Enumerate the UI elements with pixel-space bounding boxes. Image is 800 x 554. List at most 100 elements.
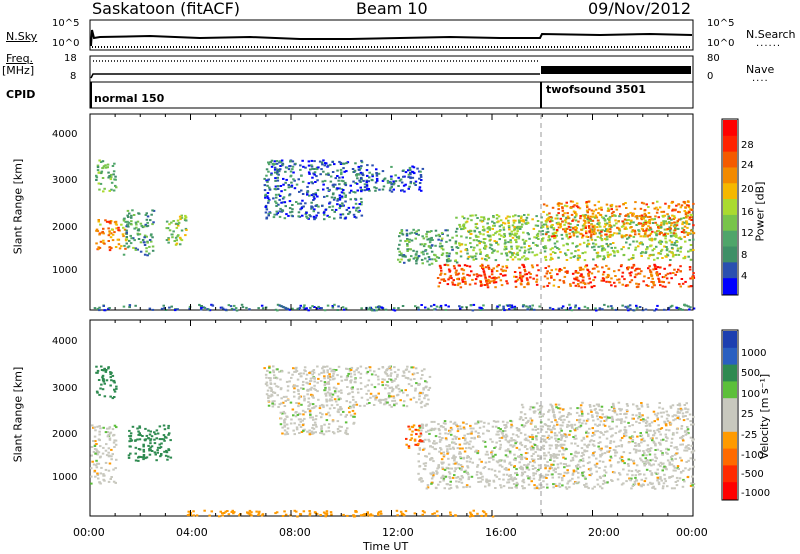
velocity-plot-cell bbox=[447, 432, 450, 435]
velocity-plot-cell bbox=[460, 481, 464, 484]
velocity-plot-cell bbox=[270, 388, 273, 391]
power-plot-cell bbox=[522, 255, 526, 258]
power-plot-cell bbox=[459, 255, 463, 258]
velocity-plot-cell bbox=[600, 447, 603, 450]
power-plot-cell bbox=[357, 206, 360, 209]
velocity-plot-cell bbox=[609, 428, 612, 431]
velocity-plot-cell bbox=[645, 468, 649, 471]
power-plot-cell bbox=[664, 285, 667, 288]
velocity-plot-cell bbox=[681, 438, 684, 441]
power-plot-cell bbox=[313, 173, 316, 176]
velocity-plot-cell bbox=[555, 485, 558, 487]
velocity-plot-cell bbox=[559, 443, 563, 446]
velocity-plot-cell bbox=[165, 449, 168, 452]
velocity-plot-cell bbox=[554, 444, 558, 446]
power-plot-cell bbox=[597, 223, 601, 226]
velocity-plot-cell bbox=[297, 390, 300, 392]
power-plot-cell bbox=[273, 168, 277, 171]
power-plot-cell bbox=[551, 235, 554, 238]
power-plot-cell bbox=[278, 198, 281, 201]
velocity-plot-cell bbox=[311, 416, 314, 419]
power-plot-cell bbox=[678, 308, 682, 311]
power-plot-cell bbox=[288, 193, 292, 196]
power-plot-cell bbox=[541, 225, 545, 228]
power-plot-cell bbox=[162, 304, 165, 307]
power-plot-cell bbox=[448, 276, 452, 279]
power-plot-cell bbox=[507, 226, 511, 229]
power-plot-cell bbox=[306, 193, 309, 196]
power-plot-cell bbox=[532, 241, 535, 244]
power-plot-cell bbox=[574, 271, 577, 274]
power-plot-cell bbox=[295, 183, 299, 186]
power-plot-cell bbox=[534, 224, 538, 227]
power-plot-cell bbox=[509, 239, 512, 242]
power-plot-cell bbox=[316, 307, 319, 310]
power-plot-cell bbox=[535, 283, 539, 286]
velocity-plot-cell bbox=[513, 476, 516, 479]
power-plot-cell bbox=[551, 308, 555, 311]
power-plot-cell bbox=[299, 164, 302, 167]
power-plot-cell bbox=[280, 305, 284, 308]
power-plot-cell bbox=[381, 306, 384, 309]
power-plot-cell bbox=[590, 238, 594, 241]
velocity-plot-cell bbox=[459, 464, 463, 466]
power-plot-cell bbox=[666, 228, 669, 230]
power-plot-cell bbox=[655, 211, 659, 214]
power-plot-cell bbox=[393, 182, 396, 185]
power-plot-cell bbox=[473, 246, 476, 249]
velocity-plot-cell bbox=[98, 425, 101, 428]
velocity-plot-cell bbox=[459, 467, 462, 470]
power-plot-cell bbox=[668, 239, 672, 242]
power-plot-cell bbox=[565, 235, 569, 238]
velocity-plot-cell bbox=[272, 391, 275, 394]
velocity-plot-cell bbox=[406, 365, 409, 368]
velocity-plot-cell bbox=[552, 486, 555, 489]
power-plot-cell bbox=[338, 183, 341, 186]
velocity-plot-cell bbox=[418, 465, 421, 468]
power-plot-cell bbox=[642, 230, 645, 232]
velocity-plot-cell bbox=[345, 378, 348, 381]
velocity-plot-cell bbox=[396, 384, 400, 387]
velocity-plot-cell bbox=[451, 441, 454, 444]
power-plot-cell bbox=[506, 258, 509, 261]
power-plot-cell bbox=[122, 253, 126, 256]
velocity-plot-cell bbox=[688, 448, 691, 450]
power-plot-cell bbox=[515, 232, 519, 235]
power-plot-cell bbox=[520, 280, 524, 283]
power-plot-cell bbox=[615, 208, 619, 211]
velocity-plot-cell bbox=[148, 453, 152, 456]
power-plot-cell bbox=[645, 229, 648, 232]
velocity-plot-cell bbox=[353, 381, 357, 384]
velocity-plot-cell bbox=[357, 371, 360, 374]
power-panel bbox=[89, 113, 739, 312]
power-plot-cell bbox=[596, 256, 599, 259]
power-plot-cell bbox=[688, 223, 691, 226]
power-plot-cell bbox=[143, 236, 146, 239]
power-plot-cell bbox=[569, 222, 572, 225]
power-plot-cell bbox=[571, 200, 575, 203]
velocity-plot-cell bbox=[94, 464, 98, 467]
velocity-plot-cell bbox=[286, 415, 289, 418]
power-plot-cell bbox=[499, 219, 503, 222]
power-plot-cell bbox=[312, 199, 315, 201]
power-plot-cell bbox=[492, 216, 495, 219]
power-plot-cell bbox=[529, 276, 532, 279]
power-plot-cell bbox=[440, 254, 444, 256]
power-plot-cell bbox=[562, 280, 565, 283]
power-plot-cell bbox=[445, 240, 448, 243]
power-plot-cell bbox=[618, 281, 621, 284]
velocity-plot-cell bbox=[310, 430, 314, 433]
velocity-plot-cell bbox=[298, 396, 301, 398]
power-plot-cell bbox=[412, 257, 416, 260]
velocity-plot-cell bbox=[327, 411, 330, 414]
power-plot-cell bbox=[689, 277, 692, 280]
velocity-plot-cell bbox=[532, 448, 535, 451]
velocity-plot-cell bbox=[665, 448, 668, 451]
power-plot-cell bbox=[355, 182, 359, 185]
velocity-plot-cell bbox=[309, 388, 313, 391]
power-plot-cell bbox=[360, 178, 363, 181]
velocity-plot-cell bbox=[107, 366, 110, 369]
power-plot-cell bbox=[220, 306, 224, 309]
power-plot-cell bbox=[594, 208, 598, 211]
power-plot-cell bbox=[309, 306, 312, 309]
